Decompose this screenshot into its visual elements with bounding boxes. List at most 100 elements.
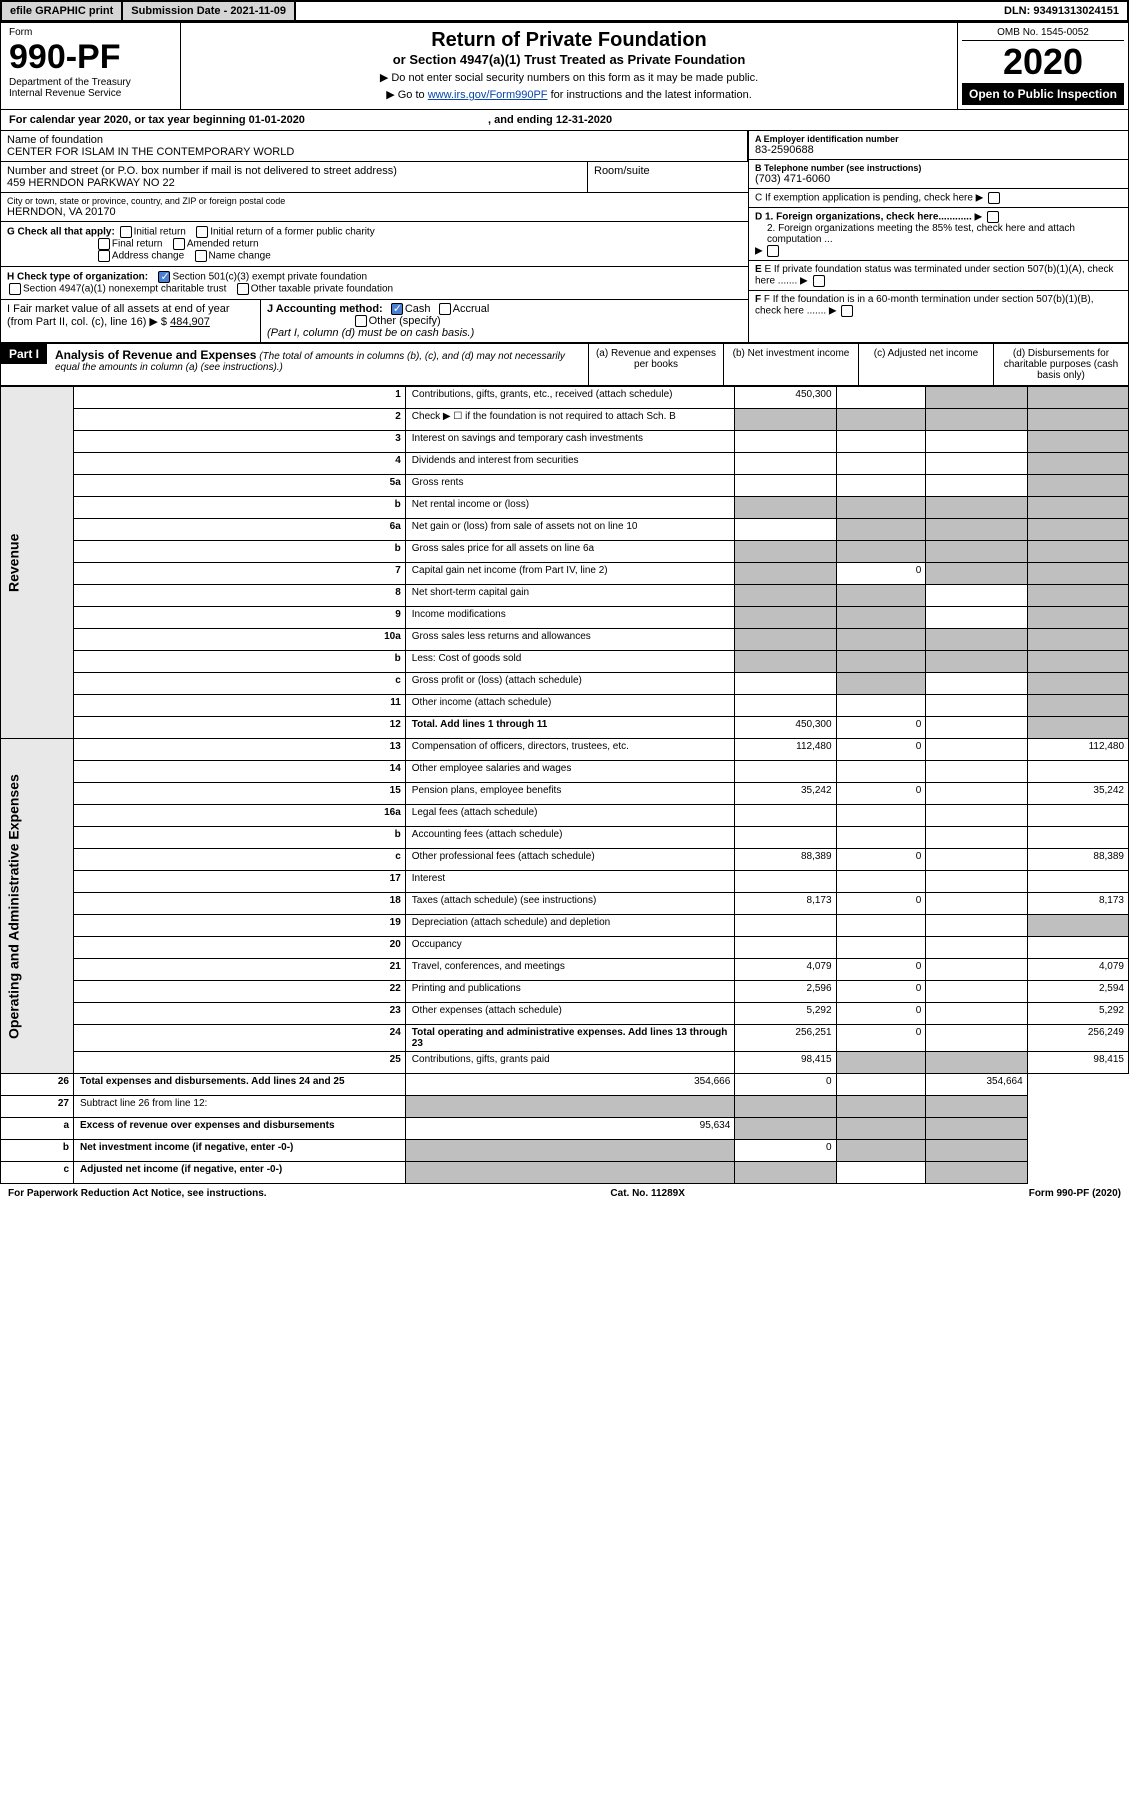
cb-other-method[interactable] xyxy=(355,315,367,327)
cb-f[interactable] xyxy=(841,305,853,317)
cb-final-return[interactable] xyxy=(98,238,110,250)
row-num: 21 xyxy=(74,959,406,981)
table-row: 18Taxes (attach schedule) (see instructi… xyxy=(1,893,1129,915)
row-num: 17 xyxy=(74,871,406,893)
efile-label[interactable]: efile GRAPHIC print xyxy=(2,2,123,20)
cell-grey xyxy=(405,1162,734,1184)
cb-cash[interactable] xyxy=(391,303,403,315)
cell-value: 35,242 xyxy=(1027,783,1128,805)
cell-value: 0 xyxy=(836,959,926,981)
cell-value: 0 xyxy=(836,893,926,915)
row-desc: Other employee salaries and wages xyxy=(405,761,734,783)
cb-initial-former[interactable] xyxy=(196,226,208,238)
cell-value xyxy=(836,1162,926,1184)
row-desc: Net gain or (loss) from sale of assets n… xyxy=(405,519,734,541)
dept-1: Department of the Treasury xyxy=(9,77,172,88)
row-desc: Contributions, gifts, grants paid xyxy=(405,1052,734,1074)
section-g: G Check all that apply: Initial return I… xyxy=(1,222,748,267)
cb-4947[interactable] xyxy=(9,283,21,295)
row-desc: Interest xyxy=(405,871,734,893)
cell-value xyxy=(735,695,836,717)
row-num: 9 xyxy=(74,607,406,629)
cb-accrual[interactable] xyxy=(439,303,451,315)
table-row: 2Check ▶ ☐ if the foundation is not requ… xyxy=(1,409,1129,431)
col-d-header: (d) Disbursements for charitable purpose… xyxy=(993,344,1128,385)
row-num: 8 xyxy=(74,585,406,607)
row-desc: Total expenses and disbursements. Add li… xyxy=(74,1074,406,1096)
row-desc: Dividends and interest from securities xyxy=(405,453,734,475)
cell-grey xyxy=(735,629,836,651)
cell-value xyxy=(926,739,1027,761)
cb-address-change[interactable] xyxy=(98,250,110,262)
cell-grey xyxy=(836,673,926,695)
table-row: bGross sales price for all assets on lin… xyxy=(1,541,1129,563)
row-num: 22 xyxy=(74,981,406,1003)
table-row: 12Total. Add lines 1 through 11450,3000 xyxy=(1,717,1129,739)
cb-d1[interactable] xyxy=(987,211,999,223)
cell-value: 8,173 xyxy=(735,893,836,915)
row-desc: Less: Cost of goods sold xyxy=(405,651,734,673)
cb-section-c[interactable] xyxy=(988,192,1000,204)
row-desc: Taxes (attach schedule) (see instruction… xyxy=(405,893,734,915)
cb-initial-return[interactable] xyxy=(120,226,132,238)
cb-e[interactable] xyxy=(813,275,825,287)
cell-grey xyxy=(1027,431,1128,453)
cell-value: 2,596 xyxy=(735,981,836,1003)
cell-value xyxy=(836,475,926,497)
table-row: Operating and Administrative Expenses13C… xyxy=(1,739,1129,761)
row-desc: Income modifications xyxy=(405,607,734,629)
cell-grey xyxy=(1027,651,1128,673)
cell-value: 0 xyxy=(836,563,926,585)
row-desc: Net rental income or (loss) xyxy=(405,497,734,519)
cell-grey xyxy=(926,629,1027,651)
table-row: 24Total operating and administrative exp… xyxy=(1,1025,1129,1052)
cell-grey xyxy=(1027,717,1128,739)
cb-amended[interactable] xyxy=(173,238,185,250)
cell-grey xyxy=(926,563,1027,585)
cell-value: 8,173 xyxy=(1027,893,1128,915)
cell-grey xyxy=(1027,695,1128,717)
row-desc: Gross profit or (loss) (attach schedule) xyxy=(405,673,734,695)
cb-d2[interactable] xyxy=(767,245,779,257)
cell-value xyxy=(735,871,836,893)
cell-grey xyxy=(1027,519,1128,541)
cell-grey xyxy=(1027,607,1128,629)
footer-left: For Paperwork Reduction Act Notice, see … xyxy=(8,1188,267,1199)
cell-grey xyxy=(836,607,926,629)
form-number: 990-PF xyxy=(9,38,172,77)
table-row: 6aNet gain or (loss) from sale of assets… xyxy=(1,519,1129,541)
cell-value xyxy=(836,387,926,409)
footer-mid: Cat. No. 11289X xyxy=(610,1188,684,1199)
row-num: c xyxy=(74,849,406,871)
cell-value xyxy=(836,453,926,475)
cell-value xyxy=(836,915,926,937)
cell-grey xyxy=(405,1096,734,1118)
cell-value xyxy=(735,453,836,475)
foundation-name: CENTER FOR ISLAM IN THE CONTEMPORARY WOR… xyxy=(7,146,741,158)
instructions-link[interactable]: www.irs.gov/Form990PF xyxy=(428,89,548,101)
row-desc: Check ▶ ☐ if the foundation is not requi… xyxy=(405,409,734,431)
table-row: bNet rental income or (loss) xyxy=(1,497,1129,519)
cell-value xyxy=(836,1074,926,1096)
table-row: 3Interest on savings and temporary cash … xyxy=(1,431,1129,453)
cell-value xyxy=(926,695,1027,717)
table-row: bAccounting fees (attach schedule) xyxy=(1,827,1129,849)
addr-label: Number and street (or P.O. box number if… xyxy=(7,165,581,177)
cell-value xyxy=(836,937,926,959)
cell-value: 112,480 xyxy=(1027,739,1128,761)
cell-grey xyxy=(926,1118,1027,1140)
cell-grey xyxy=(836,651,926,673)
cell-value xyxy=(735,761,836,783)
cb-name-change[interactable] xyxy=(195,250,207,262)
cb-501c3[interactable] xyxy=(158,271,170,283)
fmv-value: 484,907 xyxy=(170,316,210,328)
part1-header: Part I Analysis of Revenue and Expenses … xyxy=(0,343,1129,386)
omb-number: OMB No. 1545-0052 xyxy=(962,27,1124,41)
cb-other-taxable[interactable] xyxy=(237,283,249,295)
row-desc: Accounting fees (attach schedule) xyxy=(405,827,734,849)
foundation-info: Name of foundation CENTER FOR ISLAM IN T… xyxy=(0,131,1129,343)
table-row: 11Other income (attach schedule) xyxy=(1,695,1129,717)
cell-grey xyxy=(1027,629,1128,651)
tax-year: 2020 xyxy=(962,41,1124,83)
table-row: 10aGross sales less returns and allowanc… xyxy=(1,629,1129,651)
